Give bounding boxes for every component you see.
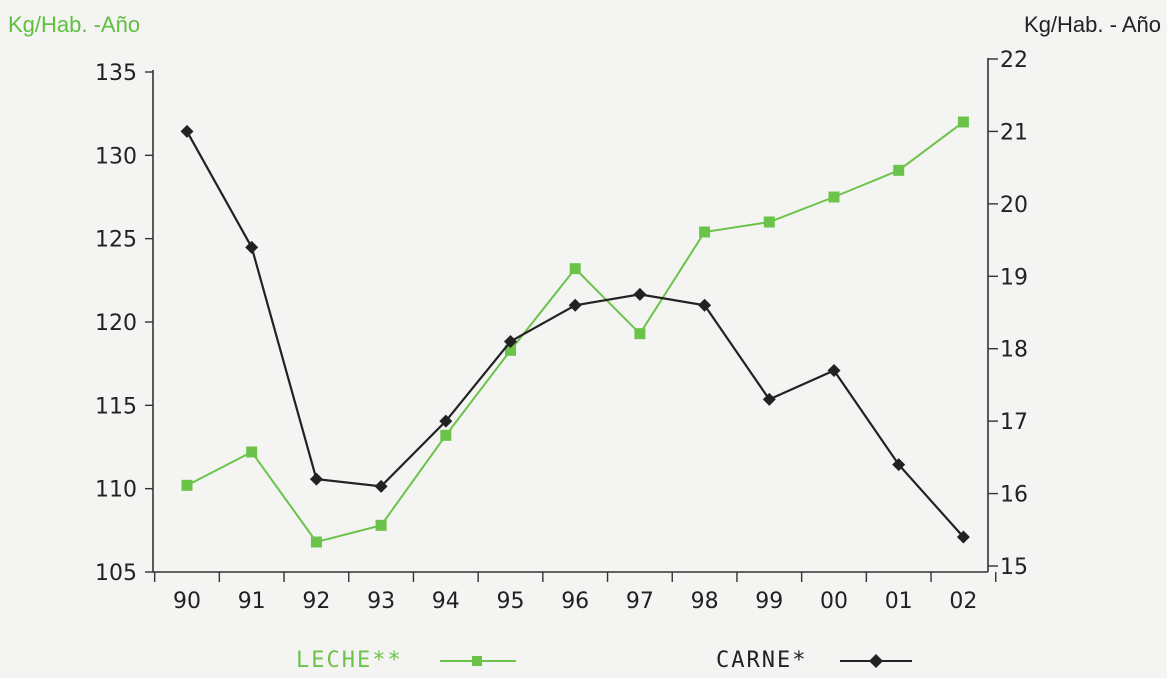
carne-point [892,458,906,472]
x-tick-label: 02 [949,589,977,614]
carne-point [762,392,776,406]
x-tick-label: 92 [302,589,330,614]
carne-point [698,298,712,312]
x-tick-label: 99 [755,589,783,614]
leche-point [505,344,516,356]
leche-point [893,164,905,176]
x-tick-label: 90 [173,589,201,614]
leche-point [569,263,581,275]
x-tick-label: 95 [497,589,525,614]
legend-leche: LECHE** [296,648,403,673]
leche-point [440,429,452,441]
carne-point [245,240,259,254]
x-tick-label: 00 [820,589,848,614]
leche-line [186,121,964,544]
x-tick-label: 96 [561,589,589,614]
carne-point [827,363,841,377]
legend-carne: CARNE* [716,648,807,673]
right-tick-label: 19 [1000,265,1028,290]
left-tick-label: 110 [95,478,137,503]
leche-point [957,116,969,128]
right-tick-label: 21 [1000,120,1028,145]
x-tick-label: 01 [885,589,913,614]
leche-point [375,519,387,531]
left-tick-label: 120 [95,311,137,336]
x-tick-label: 93 [367,589,395,614]
carne-point [568,298,582,312]
carne-point [439,414,453,428]
leche-point [246,446,258,458]
left-tick-label: 135 [95,61,137,86]
left-tick-label: 115 [95,394,137,419]
leche-point [763,216,775,228]
right-tick-label: 17 [1000,410,1028,435]
carne-point [374,479,388,493]
carne-point [180,124,194,138]
legend-leche-label: LECHE** [296,648,403,673]
x-tick-label: 94 [432,589,460,614]
leche-point [181,479,193,491]
carne-point [504,334,517,348]
right-tick-label: 18 [1000,338,1028,363]
right-tick-label: 15 [1000,555,1028,580]
x-tick-label: 97 [626,589,654,614]
left-tick-label: 130 [95,144,137,169]
carne-point [309,472,323,486]
legend-leche-swatch-marker [472,656,482,666]
left-tick-label: 125 [95,228,137,253]
x-tick-label: 91 [238,589,266,614]
right-axis-label: Kg/Hab. - Año [1024,12,1161,37]
leche-point [634,328,646,340]
left-axis-label: Kg/Hab. -Año [8,12,141,37]
right-tick-label: 20 [1000,193,1028,218]
right-tick-label: 22 [1000,48,1028,73]
x-tick-label: 98 [691,589,719,614]
leche-point [310,536,322,548]
leche-point [699,226,711,238]
right-tick-label: 16 [1000,483,1028,508]
carne-point [956,530,970,544]
leche-point [828,191,840,203]
carne-point [633,287,647,301]
legend-carne-swatch-marker [869,654,883,668]
legend-carne-label: CARNE* [716,648,808,673]
left-tick-label: 105 [95,561,137,586]
